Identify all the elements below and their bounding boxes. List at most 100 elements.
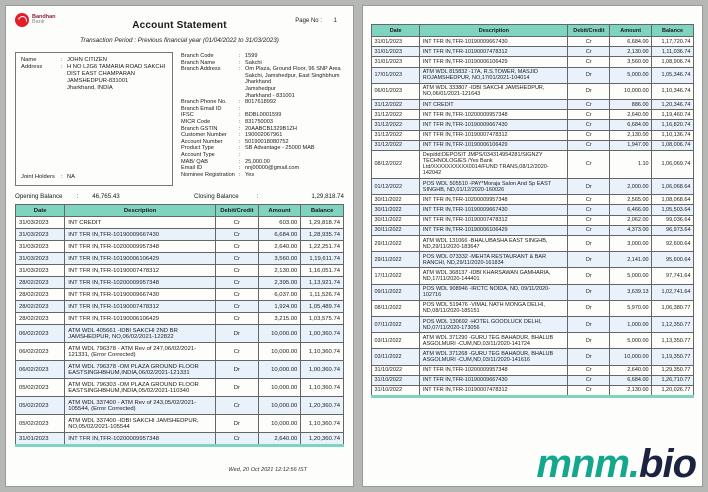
branch-field: MAB/ QAB:25,000.00 — [181, 159, 344, 166]
cell-balance: 99,036.64 — [651, 214, 694, 226]
cell-date: 08/11/2022 — [370, 299, 421, 317]
page-number-value: 1 — [333, 18, 337, 24]
branch-field-label: Branch Phone No. — [181, 99, 227, 106]
cell-balance: 1,11,526.74 — [300, 288, 344, 301]
cell-dc: Dr — [215, 324, 259, 343]
branch-field: Account Type: — [181, 152, 344, 159]
branch-field: MICR Code:831750003 — [181, 119, 344, 126]
bandhan-bank-logo-icon — [15, 13, 29, 27]
page-number-label: Page No : — [295, 18, 322, 24]
branch-field-label: MAB/ QAB — [181, 158, 209, 165]
cell-date: 31/01/2023 — [370, 56, 421, 68]
cell-amount: 10,000.00 — [257, 360, 302, 379]
column-header: Debit/Credit — [215, 204, 259, 217]
bandhan-bank-logo-text: Bandhan Bank — [32, 13, 56, 26]
bandhan-bank-logo: Bandhan Bank — [15, 13, 56, 27]
cell-dc: Cr — [215, 432, 259, 446]
cell-amount: 10,000.00 — [257, 378, 302, 397]
cell-amount: 6,684.00 — [257, 228, 302, 241]
cell-dc: Cr — [215, 216, 259, 229]
cell-balance: 1,08,006.74 — [651, 139, 694, 151]
cell-balance: 1,05,346.74 — [651, 66, 694, 84]
cell-balance: 1,13,350.77 — [651, 332, 694, 350]
cell-amount: 2,640.00 — [609, 364, 653, 376]
cell-desc: INT CREDIT — [419, 98, 569, 111]
branch-field: Branch Phone No.:8017618992 — [181, 99, 344, 106]
logo-brand-bottom: Bank — [32, 19, 45, 25]
cell-amount: 3,000.00 — [609, 234, 653, 253]
cell-desc: ATM WDL 796303 -OM PLAZA GROUND FLOOR EA… — [64, 378, 217, 397]
branch-field-label: Branch GSTIN — [181, 125, 218, 132]
cell-date: 31/12/2022 — [370, 109, 421, 121]
branch-field-value: 831750003 — [245, 118, 273, 125]
transaction-row: 31/12/2022 INT TFR IN,TFR-10190007478312 C… — [370, 129, 694, 141]
column-header: Date — [370, 24, 421, 37]
cell-amount: 2,565.00 — [609, 194, 653, 206]
cell-dc: Dr — [567, 332, 611, 350]
transaction-row: 05/02/2023 ATM WDL 337400 -IDBI SAKCHI JA… — [14, 414, 344, 433]
branch-field-label: Branch Name — [181, 59, 216, 66]
transaction-row: 08/12/2022 Dep/dd:DEPOSIT JMPS/0343149542… — [370, 149, 694, 180]
print-timestamp: Wed, 20 Oct 2021 12:12:56 IST — [228, 467, 307, 473]
cell-desc: INT TFR IN,TFR-10190006106429 — [419, 56, 569, 68]
transaction-row: 31/12/2022 INT TFR IN,TFR-10200009957348 C… — [370, 109, 694, 121]
transaction-row: 31/03/2023 INT TFR IN,TFR-10190007478312 C… — [14, 264, 344, 277]
cell-balance: 1,10,360.74 — [300, 414, 344, 433]
cell-balance: 1,08,068.64 — [651, 194, 694, 206]
cell-dc: Cr — [567, 139, 611, 151]
cell-date: 30/11/2022 — [370, 204, 421, 216]
cell-balance: 97,741.64 — [651, 267, 694, 285]
branch-field-label: MICR Code — [181, 118, 211, 125]
cell-date: 03/11/2022 — [370, 348, 421, 366]
cell-desc: INT TFR IN,TFR-10190009667430 — [419, 35, 569, 48]
cell-dc: Dr — [567, 178, 611, 196]
cell-amount: 10,000.00 — [257, 414, 302, 433]
branch-field-label: Branch Email ID — [181, 105, 222, 112]
column-header: Debit/Credit — [567, 24, 611, 37]
cell-amount: 603.00 — [257, 216, 302, 229]
cell-date: 28/02/2023 — [14, 288, 66, 301]
transaction-row: 31/01/2023 INT TFR IN,TFR-10190009667430 C… — [370, 35, 694, 48]
cell-date: 31/03/2023 — [14, 252, 66, 265]
cell-dc: Cr — [215, 288, 259, 301]
transaction-row: 06/01/2023 ATM WDL 333807 -IDBI SAKCHI JA… — [370, 82, 694, 100]
cell-balance: 1,10,346.74 — [651, 82, 694, 100]
cell-desc: INT TFR IN,TFR-10190007478312 — [419, 46, 569, 58]
cell-date: 29/11/2022 — [370, 234, 421, 253]
cell-balance: 1,17,720.74 — [651, 35, 694, 48]
cell-date: 31/12/2022 — [370, 98, 421, 111]
cell-balance: 1,00,360.74 — [300, 324, 344, 343]
cell-balance: 1,29,818.74 — [300, 216, 344, 229]
transaction-row: 29/11/2022 ATM WDL 131066 -BHALUBASHA EAS… — [370, 234, 694, 253]
branch-field: Branch Address: Om Plaza, Ground Floor, 9… — [181, 66, 344, 99]
cell-balance: 1,20,026.77 — [651, 384, 694, 398]
transaction-row: 30/11/2022 INT TFR IN,TFR-10190006106429 C… — [370, 224, 694, 237]
cell-amount: 1,947.00 — [609, 139, 653, 151]
transaction-row: 28/02/2023 INT TFR IN,TFR-10190007478312 C… — [14, 300, 344, 313]
joint-holders-label: Joint Holders — [21, 174, 55, 180]
logo-brand-top: Bandhan — [32, 13, 56, 20]
cell-balance: 96,973.64 — [651, 224, 694, 237]
branch-field-value: Sakchi — [245, 59, 262, 66]
cell-desc: ATM WDL 405661 -IDBI SAKCHI 2ND BR JAMSH… — [64, 324, 217, 343]
cell-desc: ATM WDL 337400 - ATM Rev of 243,05/02/20… — [64, 396, 217, 415]
cell-amount: 3,639.13 — [609, 283, 653, 301]
transaction-period: Transaction Period : Previous financial … — [80, 37, 279, 44]
cell-date: 06/02/2023 — [14, 324, 66, 343]
cell-desc: INT TFR IN,TFR-10200009957348 — [64, 240, 217, 253]
opening-balance: Opening Balance : 46,765.43 — [15, 193, 120, 200]
cell-amount: 10,000.00 — [609, 348, 653, 366]
transaction-row: 06/02/2023 ATM WDL 796378 -OM PLAZA GROUN… — [14, 360, 344, 379]
cell-date: 31/01/2023 — [370, 35, 421, 48]
branch-field: Branch GSTIN:20AABCB1329B1ZH — [181, 126, 344, 133]
cell-amount: 10,000.00 — [257, 396, 302, 415]
cell-dc: Cr — [215, 276, 259, 289]
transaction-row: 31/01/2023 INT TFR IN,TFR-10190007478312 C… — [370, 46, 694, 58]
cell-dc: Dr — [567, 283, 611, 301]
cell-balance: 1,10,360.74 — [300, 378, 344, 397]
cell-date: 31/03/2023 — [14, 240, 66, 253]
cell-date: 06/02/2023 — [14, 360, 66, 379]
cell-dc: Dr — [567, 315, 611, 334]
cell-date: 30/11/2022 — [370, 214, 421, 226]
cell-date: 17/01/2023 — [370, 66, 421, 84]
